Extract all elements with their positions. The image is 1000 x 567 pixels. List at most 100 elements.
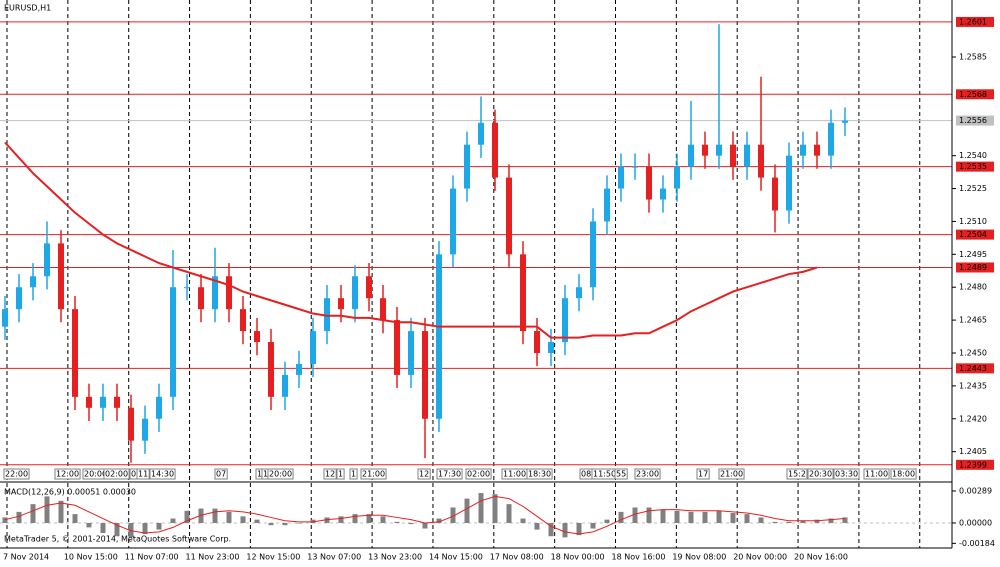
time-marker: 15:2 (788, 470, 806, 479)
time-marker-box (349, 468, 358, 480)
level-label: 1.2489 (959, 263, 987, 272)
candle-body (408, 331, 414, 375)
level-tag (956, 363, 994, 374)
time-marker-box (833, 468, 860, 480)
time-marker: 20:00 (84, 470, 107, 479)
candle-body (366, 276, 372, 299)
candle-body (702, 144, 708, 156)
macd-bar (422, 522, 428, 529)
candle-body (506, 177, 512, 255)
candle-body (212, 276, 218, 310)
macd-bar (44, 496, 50, 523)
y-tick-label: 1.2420 (959, 414, 987, 423)
level-tag (956, 89, 994, 100)
macd-bar (240, 516, 246, 523)
time-marker: 14:30 (151, 470, 174, 479)
macd-bar (506, 504, 512, 523)
candle-body (198, 287, 204, 310)
candle-body (30, 276, 36, 288)
x-tick-label: 13 Nov 23:00 (368, 553, 422, 562)
x-tick-label: 14 Nov 15:00 (429, 553, 483, 562)
macd-bar (380, 516, 386, 523)
time-marker: 21:00 (362, 470, 385, 479)
macd-bar (478, 493, 484, 523)
candle-body (100, 396, 106, 408)
x-tick-label: 7 Nov 2014 (3, 553, 49, 562)
x-tick-label: 18 Nov 00:00 (551, 553, 605, 562)
x-tick-label: 18 Nov 16:00 (612, 553, 666, 562)
candle-body (842, 120, 848, 123)
macd-bar (72, 514, 78, 523)
x-tick-label: 12 Nov 15:00 (246, 553, 300, 562)
macd-bar (338, 516, 344, 523)
footer: MetaTrader 5, © 2001-2014, MetaQuotes So… (4, 535, 231, 544)
macd-bar (534, 522, 540, 530)
macd-bar (450, 507, 456, 523)
candle-body (450, 188, 456, 255)
macd-bar (520, 518, 526, 523)
macd-bar (198, 508, 204, 523)
macd-bar (436, 518, 442, 523)
candle-body (772, 177, 778, 211)
macd-bar (296, 522, 302, 524)
candle-body (520, 254, 526, 332)
y-tick-label: -0.00184 (959, 539, 995, 548)
time-marker-box (214, 468, 228, 480)
candle-body (562, 298, 568, 343)
macd-bar (324, 517, 330, 523)
time-marker: 17 (698, 470, 708, 479)
time-marker-box (417, 468, 431, 480)
candle-body (814, 144, 820, 156)
candle-body (786, 155, 792, 211)
time-marker: 07 (216, 470, 226, 479)
level-tag (956, 229, 994, 240)
x-tick-label: 20 Nov 16:00 (794, 553, 848, 562)
macd-bar (646, 507, 652, 523)
candle-body (604, 188, 610, 222)
macd-bar (660, 509, 666, 523)
x-tick-label: 19 Nov 08:00 (672, 553, 726, 562)
candle-body (58, 243, 64, 310)
time-marker: 11 (138, 470, 148, 479)
current-price-tag (956, 115, 994, 126)
signal-line (4, 495, 846, 535)
macd-bar (100, 522, 106, 533)
x-tick-label: 10 Nov 15:00 (64, 553, 118, 562)
macd-bar (352, 514, 358, 523)
macd-bar (58, 500, 64, 523)
candle-body (2, 309, 8, 327)
macd-bar (744, 514, 750, 523)
time-marker: 12 (325, 470, 335, 479)
y-tick-label: 1.2405 (959, 447, 987, 456)
time-marker: 12:00 (56, 470, 79, 479)
candle-body (436, 254, 442, 419)
candle-body (478, 122, 484, 145)
macd-bar (226, 511, 232, 523)
y-tick-label: 0.00289 (959, 486, 992, 495)
macd-bar (576, 522, 582, 536)
macd-bar (618, 511, 624, 523)
macd-bar (268, 522, 274, 526)
macd-bar (730, 513, 736, 523)
candle-body (646, 166, 652, 200)
y-tick-label: 1.2510 (959, 217, 987, 226)
level-tag (956, 459, 994, 470)
candle-body (240, 309, 246, 332)
time-marker: 11:00 (865, 470, 888, 479)
macd-bar (786, 521, 792, 523)
level-label: 1.2601 (959, 17, 987, 26)
macd-bar (814, 519, 820, 523)
level-label: 1.2399 (959, 460, 987, 469)
candle-body (674, 166, 680, 189)
macd-bar (758, 517, 764, 523)
x-tick-label: 13 Nov 07:00 (307, 553, 361, 562)
time-marker-box (863, 468, 890, 480)
time-marker: 1 (257, 470, 262, 479)
time-marker: 17:30 (438, 470, 461, 479)
candle-body (422, 331, 428, 419)
candle-body (296, 363, 302, 375)
time-marker-box (360, 468, 387, 480)
plot-layer (0, 21, 952, 538)
candle-body (114, 396, 120, 408)
axis-layer: 7 Nov 2014 10 Nov 15:00 11 Nov 07:00 11 Nov… (3, 16, 995, 562)
